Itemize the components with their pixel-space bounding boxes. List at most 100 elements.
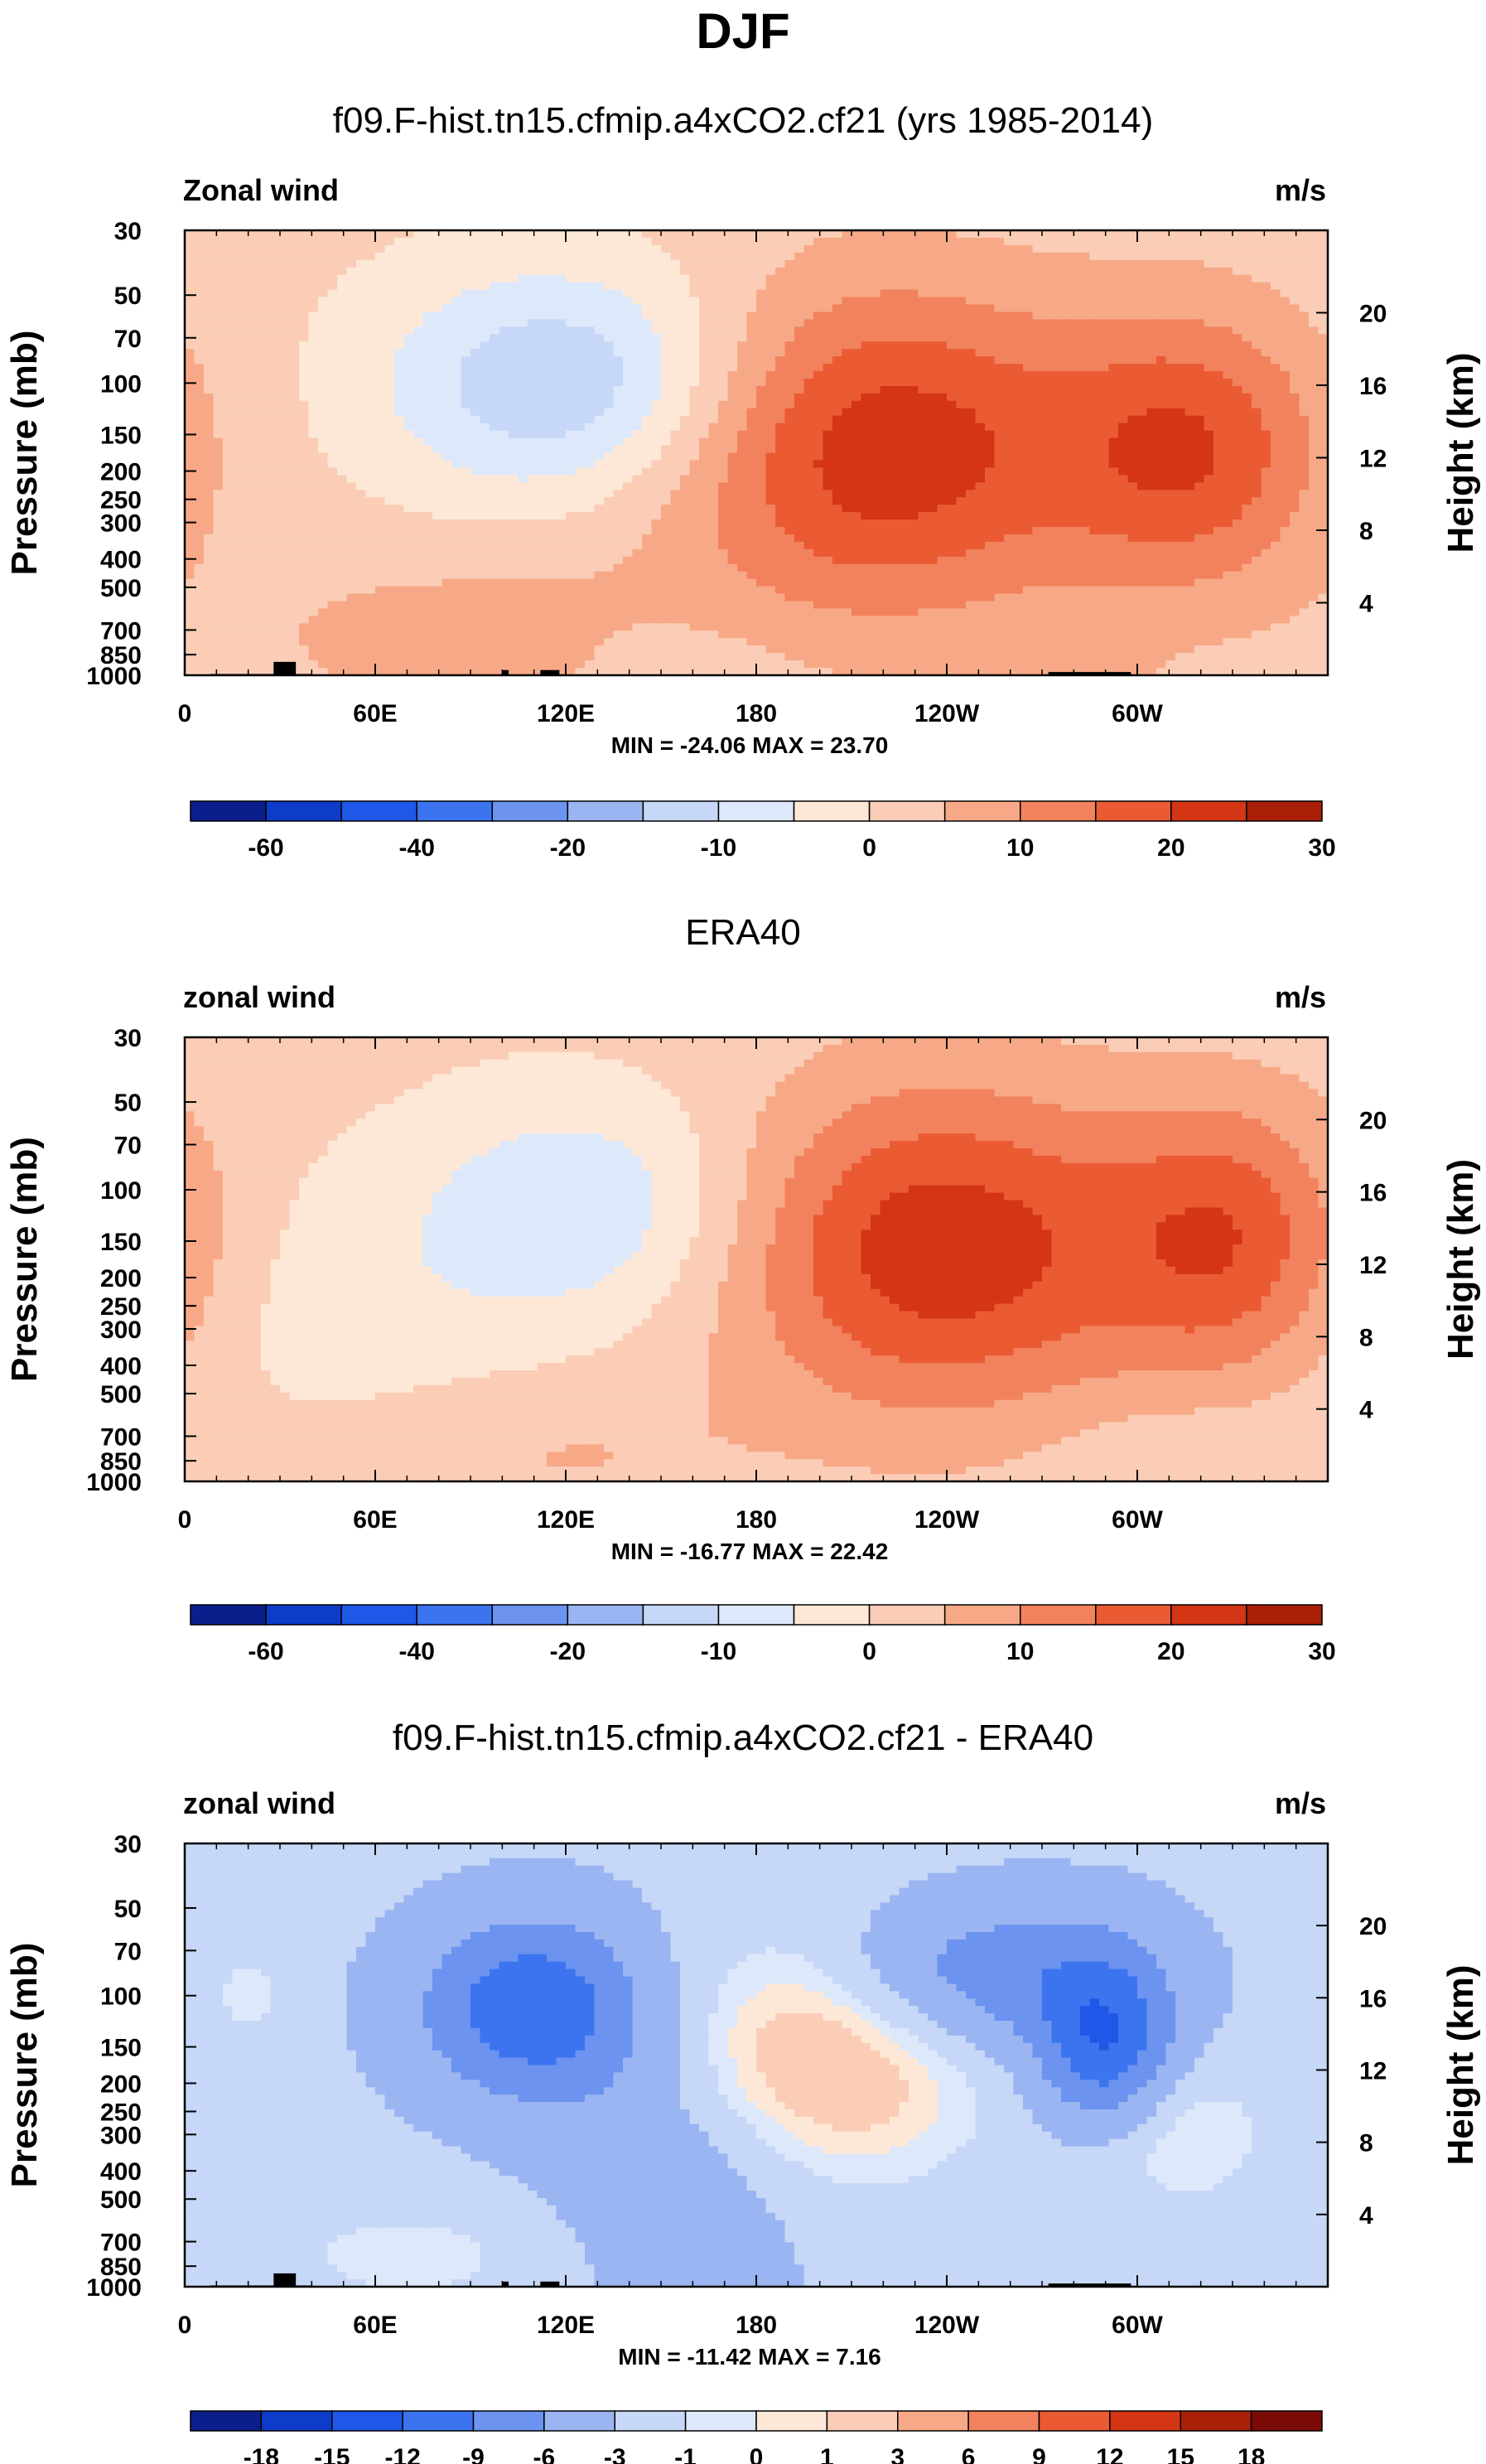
contour-cell [509, 534, 519, 543]
contour-cell [1318, 274, 1329, 283]
contour-cell [861, 371, 871, 379]
contour-cell [661, 423, 672, 432]
contour-cell [746, 437, 757, 447]
contour-cell [1032, 297, 1043, 306]
contour-cell [1233, 460, 1243, 468]
contour-cell [308, 534, 319, 543]
contour-cell [261, 379, 272, 387]
contour-cell [518, 312, 528, 320]
contour-cell [337, 371, 348, 379]
contour-cell [327, 482, 338, 490]
contour-cell [518, 512, 528, 520]
contour-cell [775, 534, 786, 543]
contour-cell [1290, 415, 1300, 424]
contour-cell [985, 527, 996, 535]
contour-cell [441, 289, 452, 298]
contour-cell [871, 437, 881, 447]
contour-cell [528, 400, 538, 409]
contour-cell [403, 349, 414, 357]
contour-cell [394, 497, 405, 505]
contour-cell [518, 289, 528, 298]
contour-cell [928, 282, 938, 291]
contour-cell [375, 312, 386, 320]
contour-cell [899, 519, 909, 528]
contour-cell [718, 400, 729, 409]
contour-cell [642, 490, 653, 498]
contour-cell [185, 282, 195, 291]
contour-cell [499, 482, 509, 490]
contour-cell [765, 519, 776, 528]
contour-cell [642, 505, 653, 513]
contour-cell [270, 237, 281, 246]
contour-cell [490, 445, 500, 454]
contour-cell [1309, 423, 1320, 432]
contour-cell [880, 430, 890, 439]
contour-cell [1099, 356, 1110, 365]
contour-cell [1184, 497, 1195, 505]
contour-cell [1061, 400, 1072, 409]
contour-cell [1242, 408, 1252, 417]
contour-cell [308, 408, 319, 417]
contour-cell [384, 497, 395, 505]
contour-cell [327, 267, 338, 276]
contour-cell [1099, 497, 1110, 505]
contour-cell [642, 297, 653, 306]
contour-cell [432, 334, 443, 342]
contour-cell [223, 527, 234, 535]
contour-cell [384, 437, 395, 447]
contour-cell [585, 393, 596, 402]
contour-cell [308, 244, 319, 254]
contour-cell [680, 534, 691, 543]
contour-cell [985, 230, 996, 239]
contour-cell [918, 259, 929, 268]
contour-cell [1233, 379, 1243, 387]
contour-cell [528, 482, 538, 490]
contour-cell [251, 326, 262, 335]
contour-cell [727, 274, 738, 283]
contour-cell [566, 356, 577, 365]
contour-cell [1213, 259, 1224, 268]
contour-cell [204, 312, 215, 320]
contour-cell [308, 356, 319, 365]
contour-cell [842, 289, 852, 298]
contour-cell [1213, 460, 1224, 468]
contour-cell [1013, 334, 1024, 342]
contour-cell [852, 379, 862, 387]
contour-cell [689, 244, 700, 254]
contour-cell [1156, 312, 1167, 320]
contour-cell [1184, 312, 1195, 320]
contour-cell [499, 259, 509, 268]
contour-cell [803, 408, 814, 417]
contour-cell [1051, 244, 1062, 254]
contour-cell [632, 534, 643, 543]
contour-cell [737, 415, 748, 424]
contour-cell [642, 371, 653, 379]
contour-cell [480, 289, 490, 298]
contour-cell [852, 527, 862, 535]
contour-cell [890, 527, 900, 535]
contour-cell [204, 252, 215, 261]
contour-cell [1318, 326, 1329, 335]
contour-cell [394, 415, 405, 424]
contour-cell [651, 289, 662, 298]
contour-cell [270, 490, 281, 498]
contour-cell [1233, 289, 1243, 298]
contour-cell [594, 379, 605, 387]
contour-cell [1280, 371, 1291, 379]
contour-cell [1252, 437, 1262, 447]
contour-cell [490, 400, 500, 409]
contour-cell [1051, 267, 1062, 276]
contour-cell [947, 267, 958, 276]
contour-cell [403, 400, 414, 409]
contour-cell [1051, 400, 1062, 409]
contour-cell [852, 334, 862, 342]
contour-cell [356, 334, 367, 342]
contour-cell [623, 423, 634, 432]
contour-cell [784, 267, 795, 276]
contour-cell [270, 326, 281, 335]
contour-cell [403, 527, 414, 535]
contour-cell [1233, 274, 1243, 283]
contour-cell [499, 364, 509, 372]
contour-cell [1194, 497, 1205, 505]
contour-cell [441, 482, 452, 490]
